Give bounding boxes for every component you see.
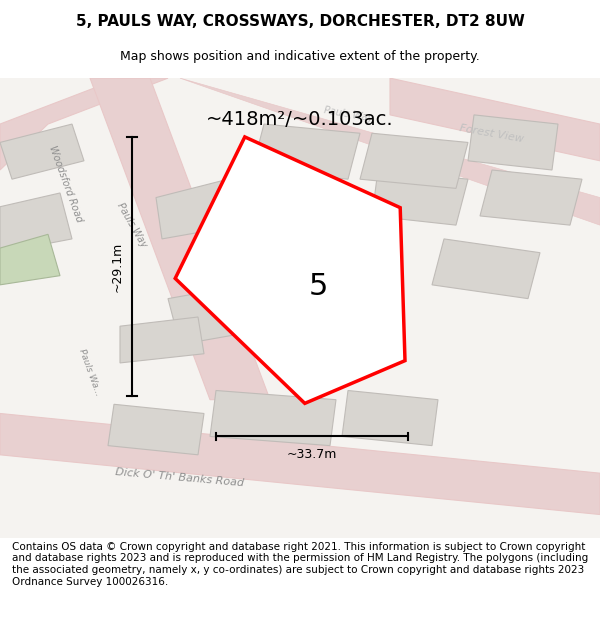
Text: Dick O' Th' Banks Road: Dick O' Th' Banks Road (115, 467, 245, 488)
Polygon shape (342, 391, 438, 446)
Polygon shape (480, 170, 582, 225)
Polygon shape (0, 124, 84, 179)
Polygon shape (432, 239, 540, 299)
Text: Forest View: Forest View (459, 122, 525, 144)
Text: Contains OS data © Crown copyright and database right 2021. This information is : Contains OS data © Crown copyright and d… (12, 542, 588, 587)
Polygon shape (108, 404, 204, 455)
Polygon shape (468, 115, 558, 170)
Text: Pauls Way: Pauls Way (115, 201, 149, 249)
Polygon shape (210, 391, 336, 446)
Polygon shape (120, 317, 204, 363)
Polygon shape (0, 414, 600, 514)
Text: ~418m²/~0.103ac.: ~418m²/~0.103ac. (206, 110, 394, 129)
Polygon shape (156, 179, 240, 239)
Text: Woodsford Road: Woodsford Road (47, 144, 85, 223)
Text: Map shows position and indicative extent of the property.: Map shows position and indicative extent… (120, 50, 480, 62)
Polygon shape (0, 193, 72, 253)
Text: ~33.7m: ~33.7m (287, 448, 337, 461)
Text: 5, PAULS WAY, CROSSWAYS, DORCHESTER, DT2 8UW: 5, PAULS WAY, CROSSWAYS, DORCHESTER, DT2… (76, 14, 524, 29)
Polygon shape (90, 78, 270, 400)
Polygon shape (390, 78, 600, 161)
Polygon shape (180, 78, 600, 225)
Text: ~29.1m: ~29.1m (110, 241, 124, 292)
Polygon shape (0, 78, 168, 170)
Polygon shape (0, 234, 60, 285)
Polygon shape (168, 285, 258, 344)
Text: Pauls Way: Pauls Way (323, 106, 373, 124)
Polygon shape (360, 133, 468, 188)
Polygon shape (372, 170, 468, 225)
Text: Pauls Wa...: Pauls Wa... (77, 348, 103, 397)
Text: 5: 5 (308, 272, 328, 301)
Polygon shape (252, 124, 360, 179)
Polygon shape (175, 137, 405, 403)
